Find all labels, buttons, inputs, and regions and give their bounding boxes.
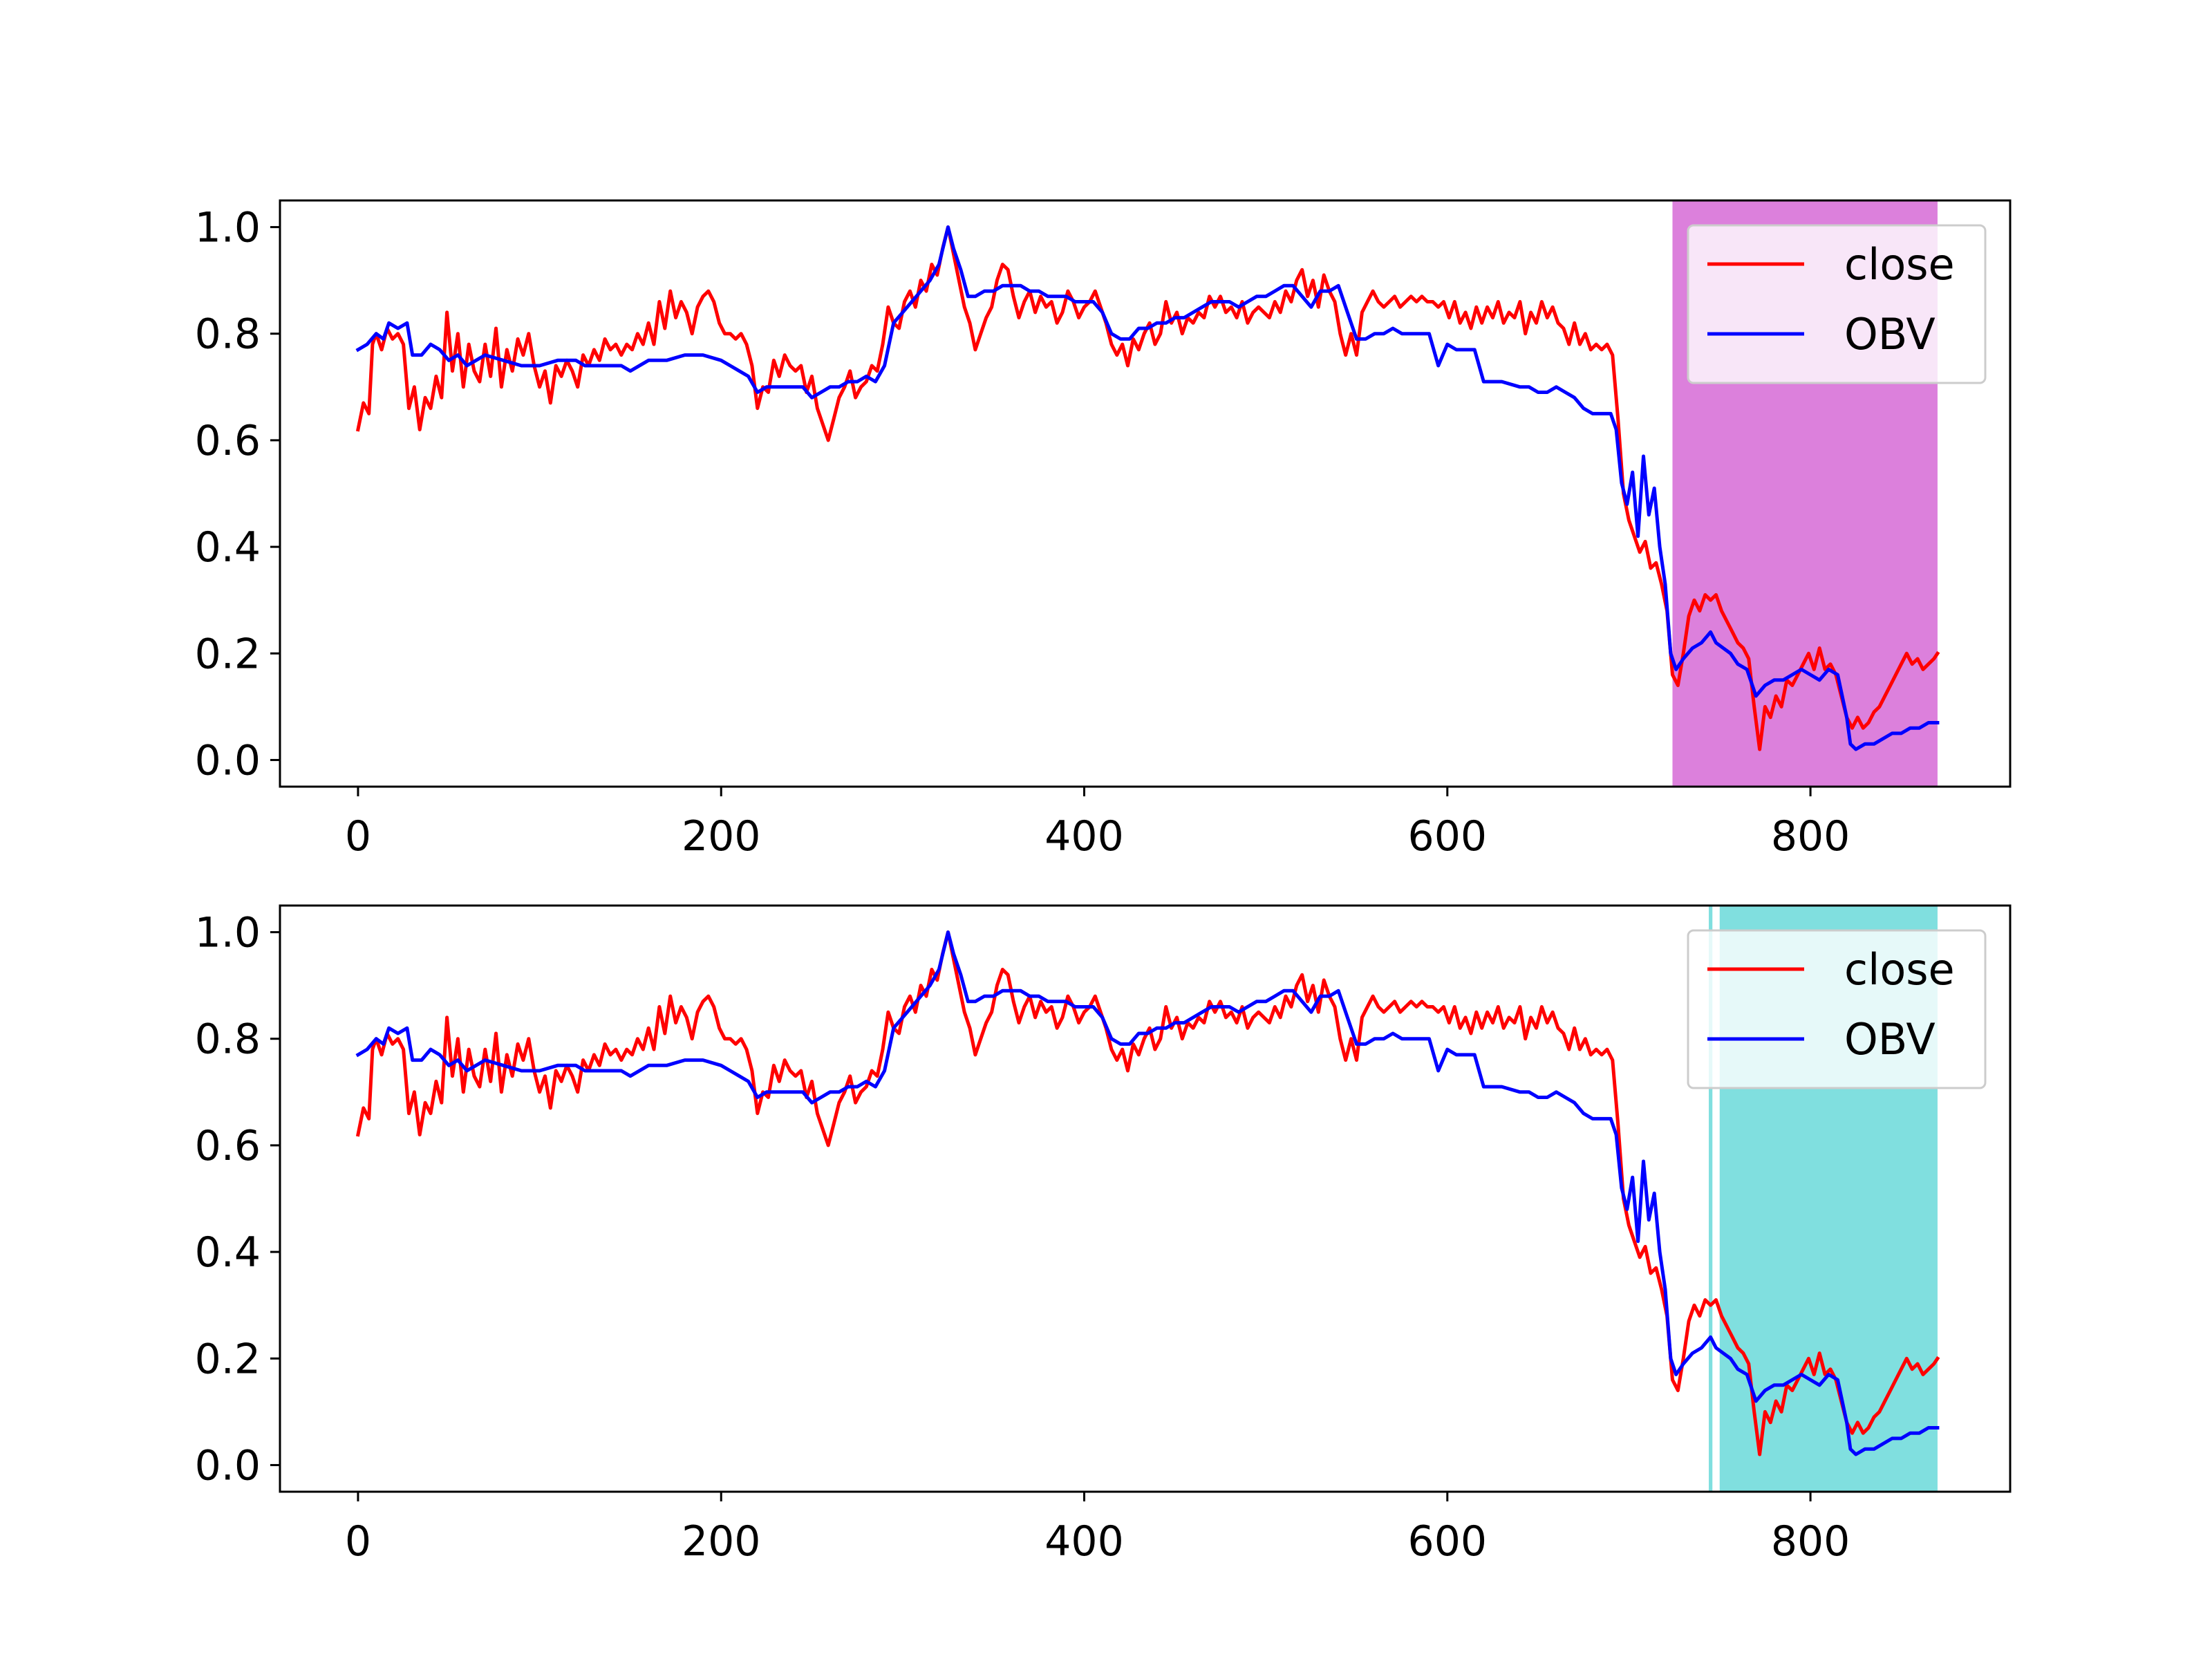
subplot-bottom: 0 200 400 600 800 0.0 0.2 0.4 0.6 0.8 1.0 close OBV xyxy=(195,904,2012,1566)
x-tick-label: 400 xyxy=(1044,1517,1124,1566)
x-tick-label: 800 xyxy=(1771,1517,1850,1566)
y-tick-label: 0.0 xyxy=(195,1441,261,1490)
y-tick-label: 0.4 xyxy=(195,1228,261,1277)
x-tick-label: 200 xyxy=(682,812,761,861)
y-tick-label: 0.8 xyxy=(195,310,261,359)
legend-label-close: close xyxy=(1844,239,1955,290)
x-tick-label: 0 xyxy=(345,1517,371,1566)
y-tick-label: 0.6 xyxy=(195,1122,261,1170)
y-tick-label: 0.6 xyxy=(195,417,261,465)
x-tick-label: 800 xyxy=(1771,812,1850,861)
x-tick-label: 400 xyxy=(1044,812,1124,861)
x-tick-label: 600 xyxy=(1408,812,1488,861)
x-tick-label: 200 xyxy=(682,1517,761,1566)
legend-label-obv: OBV xyxy=(1844,309,1936,359)
legend: close OBV xyxy=(1687,224,1987,384)
shaded-span xyxy=(1709,906,1713,1492)
y-tick-label: 0.2 xyxy=(195,630,261,678)
axes-frame xyxy=(279,904,2012,1493)
y-tick-label: 0.8 xyxy=(195,1015,261,1064)
series-line-obv xyxy=(355,225,1940,751)
y-tick-label: 0.2 xyxy=(195,1335,261,1383)
axes-frame xyxy=(279,199,2012,788)
subplot-top: 0 200 400 600 800 0.0 0.2 0.4 0.6 0.8 1.0 close OBV xyxy=(195,199,2012,861)
legend: close OBV xyxy=(1687,929,1987,1089)
y-tick-label: 1.0 xyxy=(195,909,261,957)
y-tick-label: 0.4 xyxy=(195,523,261,572)
legend-label-obv: OBV xyxy=(1844,1014,1936,1065)
y-tick-label: 0.0 xyxy=(195,736,261,785)
x-tick-label: 0 xyxy=(345,812,371,861)
y-tick-label: 1.0 xyxy=(195,204,261,252)
legend-label-close: close xyxy=(1844,944,1955,995)
x-tick-label: 600 xyxy=(1408,1517,1488,1566)
series-line-obv xyxy=(355,930,1940,1456)
